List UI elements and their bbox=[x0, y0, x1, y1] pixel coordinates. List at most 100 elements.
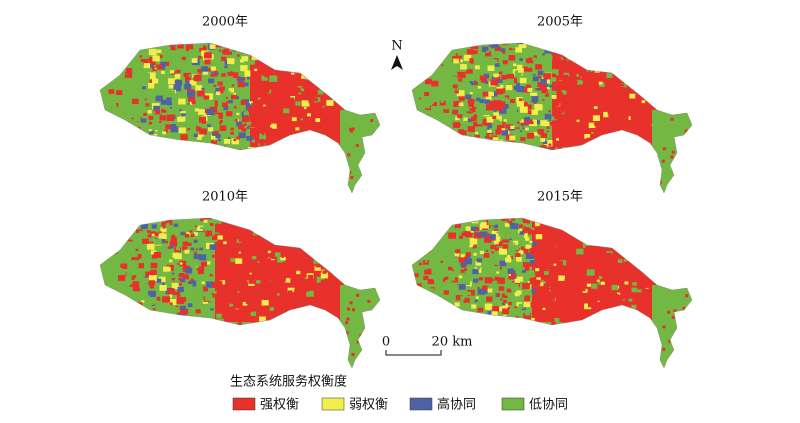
patch bbox=[534, 272, 538, 275]
patch bbox=[549, 287, 552, 290]
patch bbox=[174, 74, 181, 79]
patch bbox=[212, 282, 220, 288]
patch bbox=[516, 101, 524, 107]
patch bbox=[603, 238, 610, 244]
patch bbox=[537, 329, 544, 334]
patch bbox=[551, 69, 559, 76]
patch bbox=[195, 225, 198, 228]
patch bbox=[310, 250, 314, 253]
patch bbox=[335, 230, 340, 234]
patch bbox=[474, 65, 480, 70]
patch bbox=[315, 66, 324, 74]
patch bbox=[151, 312, 158, 317]
patch bbox=[507, 255, 511, 258]
patch bbox=[277, 93, 282, 97]
patch bbox=[498, 148, 503, 152]
patch bbox=[490, 213, 496, 218]
patch bbox=[176, 150, 185, 157]
patch bbox=[226, 281, 231, 285]
patch bbox=[435, 267, 439, 270]
patch bbox=[618, 139, 625, 144]
patch bbox=[486, 306, 491, 311]
patch bbox=[464, 79, 468, 83]
patch bbox=[113, 81, 117, 85]
patch bbox=[124, 297, 129, 301]
patch bbox=[425, 41, 428, 43]
patch bbox=[435, 126, 439, 130]
patch bbox=[452, 122, 460, 128]
patch bbox=[125, 43, 130, 44]
patch bbox=[106, 213, 108, 215]
patch bbox=[313, 141, 319, 146]
patch bbox=[226, 254, 230, 257]
patch bbox=[298, 267, 305, 273]
patch bbox=[494, 276, 500, 281]
patch bbox=[494, 63, 500, 67]
patch bbox=[174, 85, 182, 92]
patch bbox=[116, 90, 123, 95]
patch bbox=[623, 218, 629, 221]
patch bbox=[598, 132, 604, 137]
patch bbox=[266, 143, 271, 147]
patch bbox=[498, 286, 505, 291]
patch bbox=[319, 243, 323, 247]
patch bbox=[252, 133, 260, 140]
patch bbox=[171, 277, 175, 281]
patch bbox=[125, 79, 132, 85]
patch bbox=[178, 277, 182, 281]
patch bbox=[204, 212, 210, 217]
patch bbox=[490, 79, 499, 86]
patch bbox=[167, 101, 172, 106]
patch bbox=[428, 60, 433, 64]
patch bbox=[561, 47, 565, 50]
patch bbox=[443, 328, 450, 334]
patch bbox=[451, 76, 458, 82]
patch bbox=[277, 46, 285, 53]
patch bbox=[276, 293, 280, 296]
patch bbox=[235, 273, 242, 279]
patch bbox=[643, 237, 648, 242]
patch bbox=[415, 38, 419, 41]
patch bbox=[334, 84, 337, 87]
patch bbox=[503, 144, 508, 148]
patch bbox=[646, 219, 650, 222]
patch bbox=[503, 212, 508, 216]
patch bbox=[444, 237, 450, 242]
patch bbox=[457, 50, 464, 56]
patch bbox=[610, 228, 617, 233]
patch bbox=[289, 147, 297, 153]
patch bbox=[464, 256, 469, 260]
patch bbox=[277, 88, 280, 91]
patch bbox=[535, 222, 541, 227]
patch bbox=[335, 279, 339, 282]
patch bbox=[221, 73, 226, 77]
patch bbox=[502, 51, 506, 54]
patch bbox=[443, 144, 447, 148]
patch bbox=[135, 258, 142, 265]
patch bbox=[122, 103, 129, 109]
patch bbox=[147, 299, 155, 305]
patch bbox=[109, 325, 115, 330]
patch bbox=[149, 39, 154, 43]
patch bbox=[118, 328, 122, 332]
patch bbox=[259, 316, 266, 323]
patch bbox=[146, 326, 150, 329]
patch bbox=[170, 245, 174, 249]
patch bbox=[259, 142, 265, 147]
patch bbox=[152, 317, 156, 320]
patch bbox=[214, 130, 219, 135]
patch bbox=[426, 107, 429, 109]
patch bbox=[321, 147, 327, 152]
patch bbox=[286, 239, 294, 246]
patch bbox=[646, 40, 649, 43]
patch bbox=[250, 116, 254, 119]
patch bbox=[532, 139, 541, 146]
patch bbox=[507, 302, 512, 306]
patch bbox=[214, 145, 219, 149]
patch bbox=[269, 219, 276, 225]
patch bbox=[424, 260, 428, 263]
scale-label: 0 bbox=[382, 335, 390, 350]
patch bbox=[277, 137, 282, 141]
patch bbox=[303, 147, 307, 150]
patch bbox=[439, 100, 446, 106]
